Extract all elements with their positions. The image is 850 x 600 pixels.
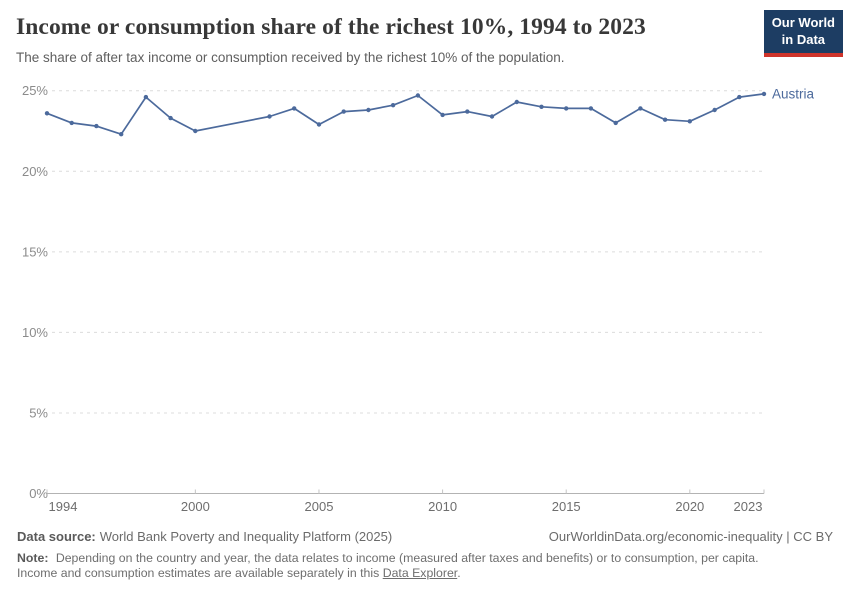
- attribution-link[interactable]: OurWorldinData.org/economic-inequality |…: [548, 529, 833, 544]
- data-point-2013[interactable]: [514, 99, 519, 105]
- data-point-1995[interactable]: [69, 120, 74, 126]
- owid-logo[interactable]: Our World in Data: [763, 10, 843, 58]
- data-point-1998[interactable]: [143, 94, 149, 100]
- data-point-2020[interactable]: [687, 119, 692, 124]
- chart-footer: Data source: World Bank Poverty and Inequ…: [17, 529, 833, 581]
- owid-logo-line2: in Data: [781, 31, 826, 47]
- data-point-2003[interactable]: [267, 114, 272, 119]
- data-point-2000[interactable]: [193, 128, 198, 134]
- x-tick-label-2000: 2000: [181, 499, 210, 514]
- y-tick-label-5%: 5%: [29, 405, 48, 420]
- data-point-2007[interactable]: [366, 107, 371, 113]
- data-point-2015[interactable]: [564, 106, 569, 111]
- y-tick-label-25%: 25%: [22, 83, 48, 98]
- y-tick-label-0%: 0%: [29, 486, 48, 501]
- data-explorer-link[interactable]: Data Explorer: [382, 566, 458, 581]
- footer-row: Data source: World Bank Poverty and Inequ…: [17, 529, 833, 544]
- x-tick-label-2023: 2023: [734, 499, 763, 514]
- y-tick-label-10%: 10%: [22, 325, 48, 340]
- note-text: Depending on the country and year, the d…: [17, 551, 759, 581]
- data-point-2017[interactable]: [613, 120, 618, 126]
- data-source-label: Data source:: [17, 529, 96, 544]
- owid-logo-line1: Our World: [771, 15, 835, 30]
- chart-title: Income or consumption share of the riche…: [16, 14, 646, 40]
- x-tick-label-2005: 2005: [305, 499, 334, 514]
- data-point-2005[interactable]: [316, 122, 322, 127]
- data-point-2011[interactable]: [465, 109, 470, 114]
- x-tick-label-2015: 2015: [552, 499, 581, 514]
- data-point-2014[interactable]: [539, 104, 544, 110]
- series-label-austria[interactable]: Austria: [772, 86, 815, 101]
- series-line-austria[interactable]: [46, 93, 765, 136]
- y-tick-label-15%: 15%: [22, 244, 48, 259]
- data-source-text: World Bank Poverty and Inequality Platfo…: [99, 529, 393, 544]
- data-point-2023[interactable]: [761, 91, 767, 97]
- data-point-2004[interactable]: [292, 106, 297, 111]
- x-tick-label-2010: 2010: [428, 499, 457, 514]
- data-point-2012[interactable]: [489, 114, 495, 119]
- data-point-2016[interactable]: [588, 106, 594, 111]
- data-point-2008[interactable]: [390, 103, 396, 108]
- data-source: Data source: World Bank Poverty and Inequ…: [17, 529, 392, 544]
- data-point-2019[interactable]: [662, 117, 668, 122]
- note-period: .: [457, 566, 461, 581]
- note-label: Note:: [17, 551, 49, 565]
- x-tick-label-1994: 1994: [49, 499, 78, 514]
- data-point-1999[interactable]: [168, 115, 173, 121]
- data-point-1997[interactable]: [119, 132, 124, 137]
- data-point-2018[interactable]: [638, 106, 643, 111]
- data-point-2022[interactable]: [737, 94, 742, 100]
- data-point-2006[interactable]: [341, 109, 346, 114]
- footer-note: Note: Depending on the country and year,…: [17, 551, 789, 581]
- data-point-2009[interactable]: [415, 93, 421, 98]
- data-point-2021[interactable]: [712, 107, 717, 113]
- data-point-1994[interactable]: [44, 111, 50, 116]
- y-tick-label-20%: 20%: [22, 164, 48, 179]
- chart-subtitle: The share of after tax income or consump…: [16, 50, 565, 65]
- data-point-2010[interactable]: [440, 112, 445, 118]
- line-chart[interactable]: 0% 5% 10% 15% 20% 25% 1994 2000 2005 2010 2015 2020…: [0, 0, 850, 525]
- data-point-1996[interactable]: [94, 123, 99, 129]
- x-tick-label-2020: 2020: [675, 499, 704, 514]
